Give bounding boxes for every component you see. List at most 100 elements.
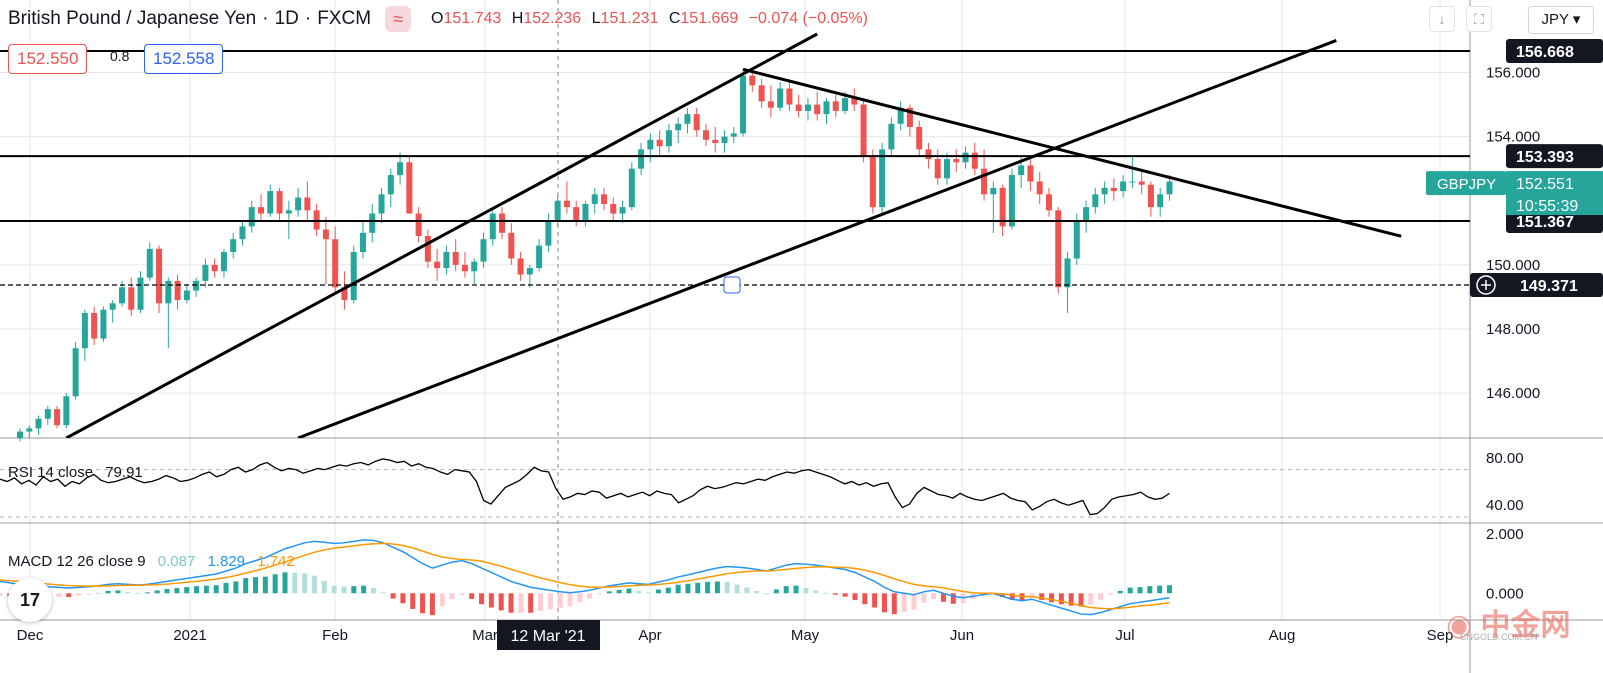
rsi-tick-label: 40.00	[1486, 497, 1524, 514]
fullscreen-icon[interactable]: ⛶	[1466, 6, 1492, 32]
macd-histogram-bar	[144, 592, 150, 594]
symbol-title[interactable]: British Pound / Japanese Yen	[8, 8, 257, 29]
macd-histogram-bar	[164, 589, 170, 594]
candle-body	[1008, 175, 1015, 227]
candle-body	[795, 104, 802, 111]
candle-body	[1036, 181, 1043, 195]
candle-body	[777, 88, 784, 108]
candle-body	[1120, 181, 1127, 192]
close-value: 151.669	[680, 10, 739, 27]
candle-body	[415, 213, 422, 236]
candle-body	[786, 88, 793, 105]
candle-body	[740, 75, 747, 134]
candle-body	[239, 226, 246, 240]
trendline-channel-upper	[65, 32, 818, 438]
macd-histogram-bar	[272, 574, 278, 594]
candle-body	[193, 280, 200, 291]
candle-body	[471, 261, 478, 272]
low-key: L	[591, 10, 601, 27]
candle-body	[675, 123, 682, 131]
macd-histogram-bar	[1009, 593, 1015, 600]
candle-body	[183, 290, 190, 301]
macd-histogram-bar	[1088, 593, 1094, 605]
candle-body	[72, 348, 79, 397]
candle-body	[545, 219, 552, 246]
plus-circle-icon	[1476, 275, 1496, 295]
tradingview-logo-icon[interactable]: 17	[8, 578, 52, 622]
rsi-legend[interactable]: RSI 14 close 79.91	[8, 464, 143, 481]
macd-tick-label: 0.000	[1486, 585, 1524, 602]
macd-histogram-bar	[1157, 585, 1163, 594]
buy-price-button[interactable]: 152.558	[144, 44, 224, 74]
currency-select[interactable]: JPY ▾	[1528, 6, 1594, 34]
candle-body	[582, 203, 589, 220]
macd-label: MACD 12 26 close 9	[8, 553, 146, 570]
macd-histogram-bar	[1068, 593, 1074, 606]
macd-histogram-bar	[940, 593, 946, 602]
macd-legend[interactable]: MACD 12 26 close 9 0.087 1.829 1.742	[8, 553, 295, 570]
candle-body	[999, 187, 1006, 227]
candle-body	[749, 75, 756, 86]
macd-histogram-bar	[872, 593, 878, 608]
macd-histogram-bar	[823, 592, 829, 594]
crosshair-date-label: 12 Mar '21	[510, 628, 585, 645]
macd-histogram-bar	[881, 593, 887, 613]
candle-body	[397, 162, 404, 176]
candle-body	[860, 104, 867, 156]
countdown-label: 10:55:39	[1516, 198, 1578, 215]
candle-body	[897, 107, 904, 124]
wave-icon[interactable]: ≈	[385, 6, 412, 32]
x-tick-label: Dec	[17, 627, 44, 644]
candle-body	[387, 175, 394, 195]
candle-body	[174, 280, 181, 301]
candle-body	[461, 264, 468, 272]
y-tick-label: 146.000	[1486, 385, 1540, 402]
candle-body	[981, 168, 988, 195]
macd-histogram-bar	[174, 588, 180, 594]
candle-body	[851, 98, 858, 105]
candle-body	[499, 213, 506, 233]
macd-histogram-bar	[695, 582, 701, 594]
level-price-tag	[1470, 273, 1603, 298]
currency-select-value: JPY	[1541, 11, 1569, 28]
macd-histogram-bar	[351, 586, 357, 594]
x-tick-label: Apr	[638, 627, 661, 644]
candle-body	[434, 261, 441, 269]
macd-histogram-bar	[361, 585, 367, 594]
candle-body	[842, 98, 849, 111]
macd-histogram-bar	[311, 575, 317, 594]
chart-header: British Pound / Japanese Yen · 1D · FXCM…	[8, 6, 874, 32]
separator: ·	[262, 8, 269, 29]
candle-body	[202, 264, 209, 281]
macd-histogram-bar	[282, 572, 288, 594]
candle-body	[601, 194, 608, 204]
exchange-label: FXCM	[317, 8, 372, 29]
candle-body	[359, 232, 366, 253]
interval-label[interactable]: 1D	[274, 8, 299, 29]
candle-body	[137, 277, 144, 310]
macd-histogram-bar	[901, 593, 907, 612]
macd-histogram-bar	[911, 593, 917, 610]
macd-histogram-bar	[528, 593, 534, 613]
candle-body	[156, 248, 163, 304]
candle-body	[925, 149, 932, 160]
candle-body	[526, 268, 533, 275]
candle-body	[916, 126, 923, 150]
candle-body	[591, 194, 598, 204]
candle-body	[267, 191, 274, 214]
spread-value: 0.8	[110, 48, 130, 64]
candle-body	[276, 191, 283, 214]
candle-body	[1129, 181, 1136, 183]
candle-body	[1055, 210, 1062, 288]
candle-body	[906, 107, 913, 127]
macd-histogram-bar	[547, 593, 553, 610]
candle-body	[517, 258, 524, 275]
macd-histogram-bar	[105, 590, 111, 594]
macd-histogram-bar	[76, 593, 82, 596]
macd-histogram-bar	[862, 593, 868, 605]
macd-signal-value: 1.742	[257, 553, 295, 570]
sell-price-button[interactable]: 152.550	[8, 44, 88, 74]
arrow-down-icon[interactable]: ↓	[1429, 6, 1455, 32]
